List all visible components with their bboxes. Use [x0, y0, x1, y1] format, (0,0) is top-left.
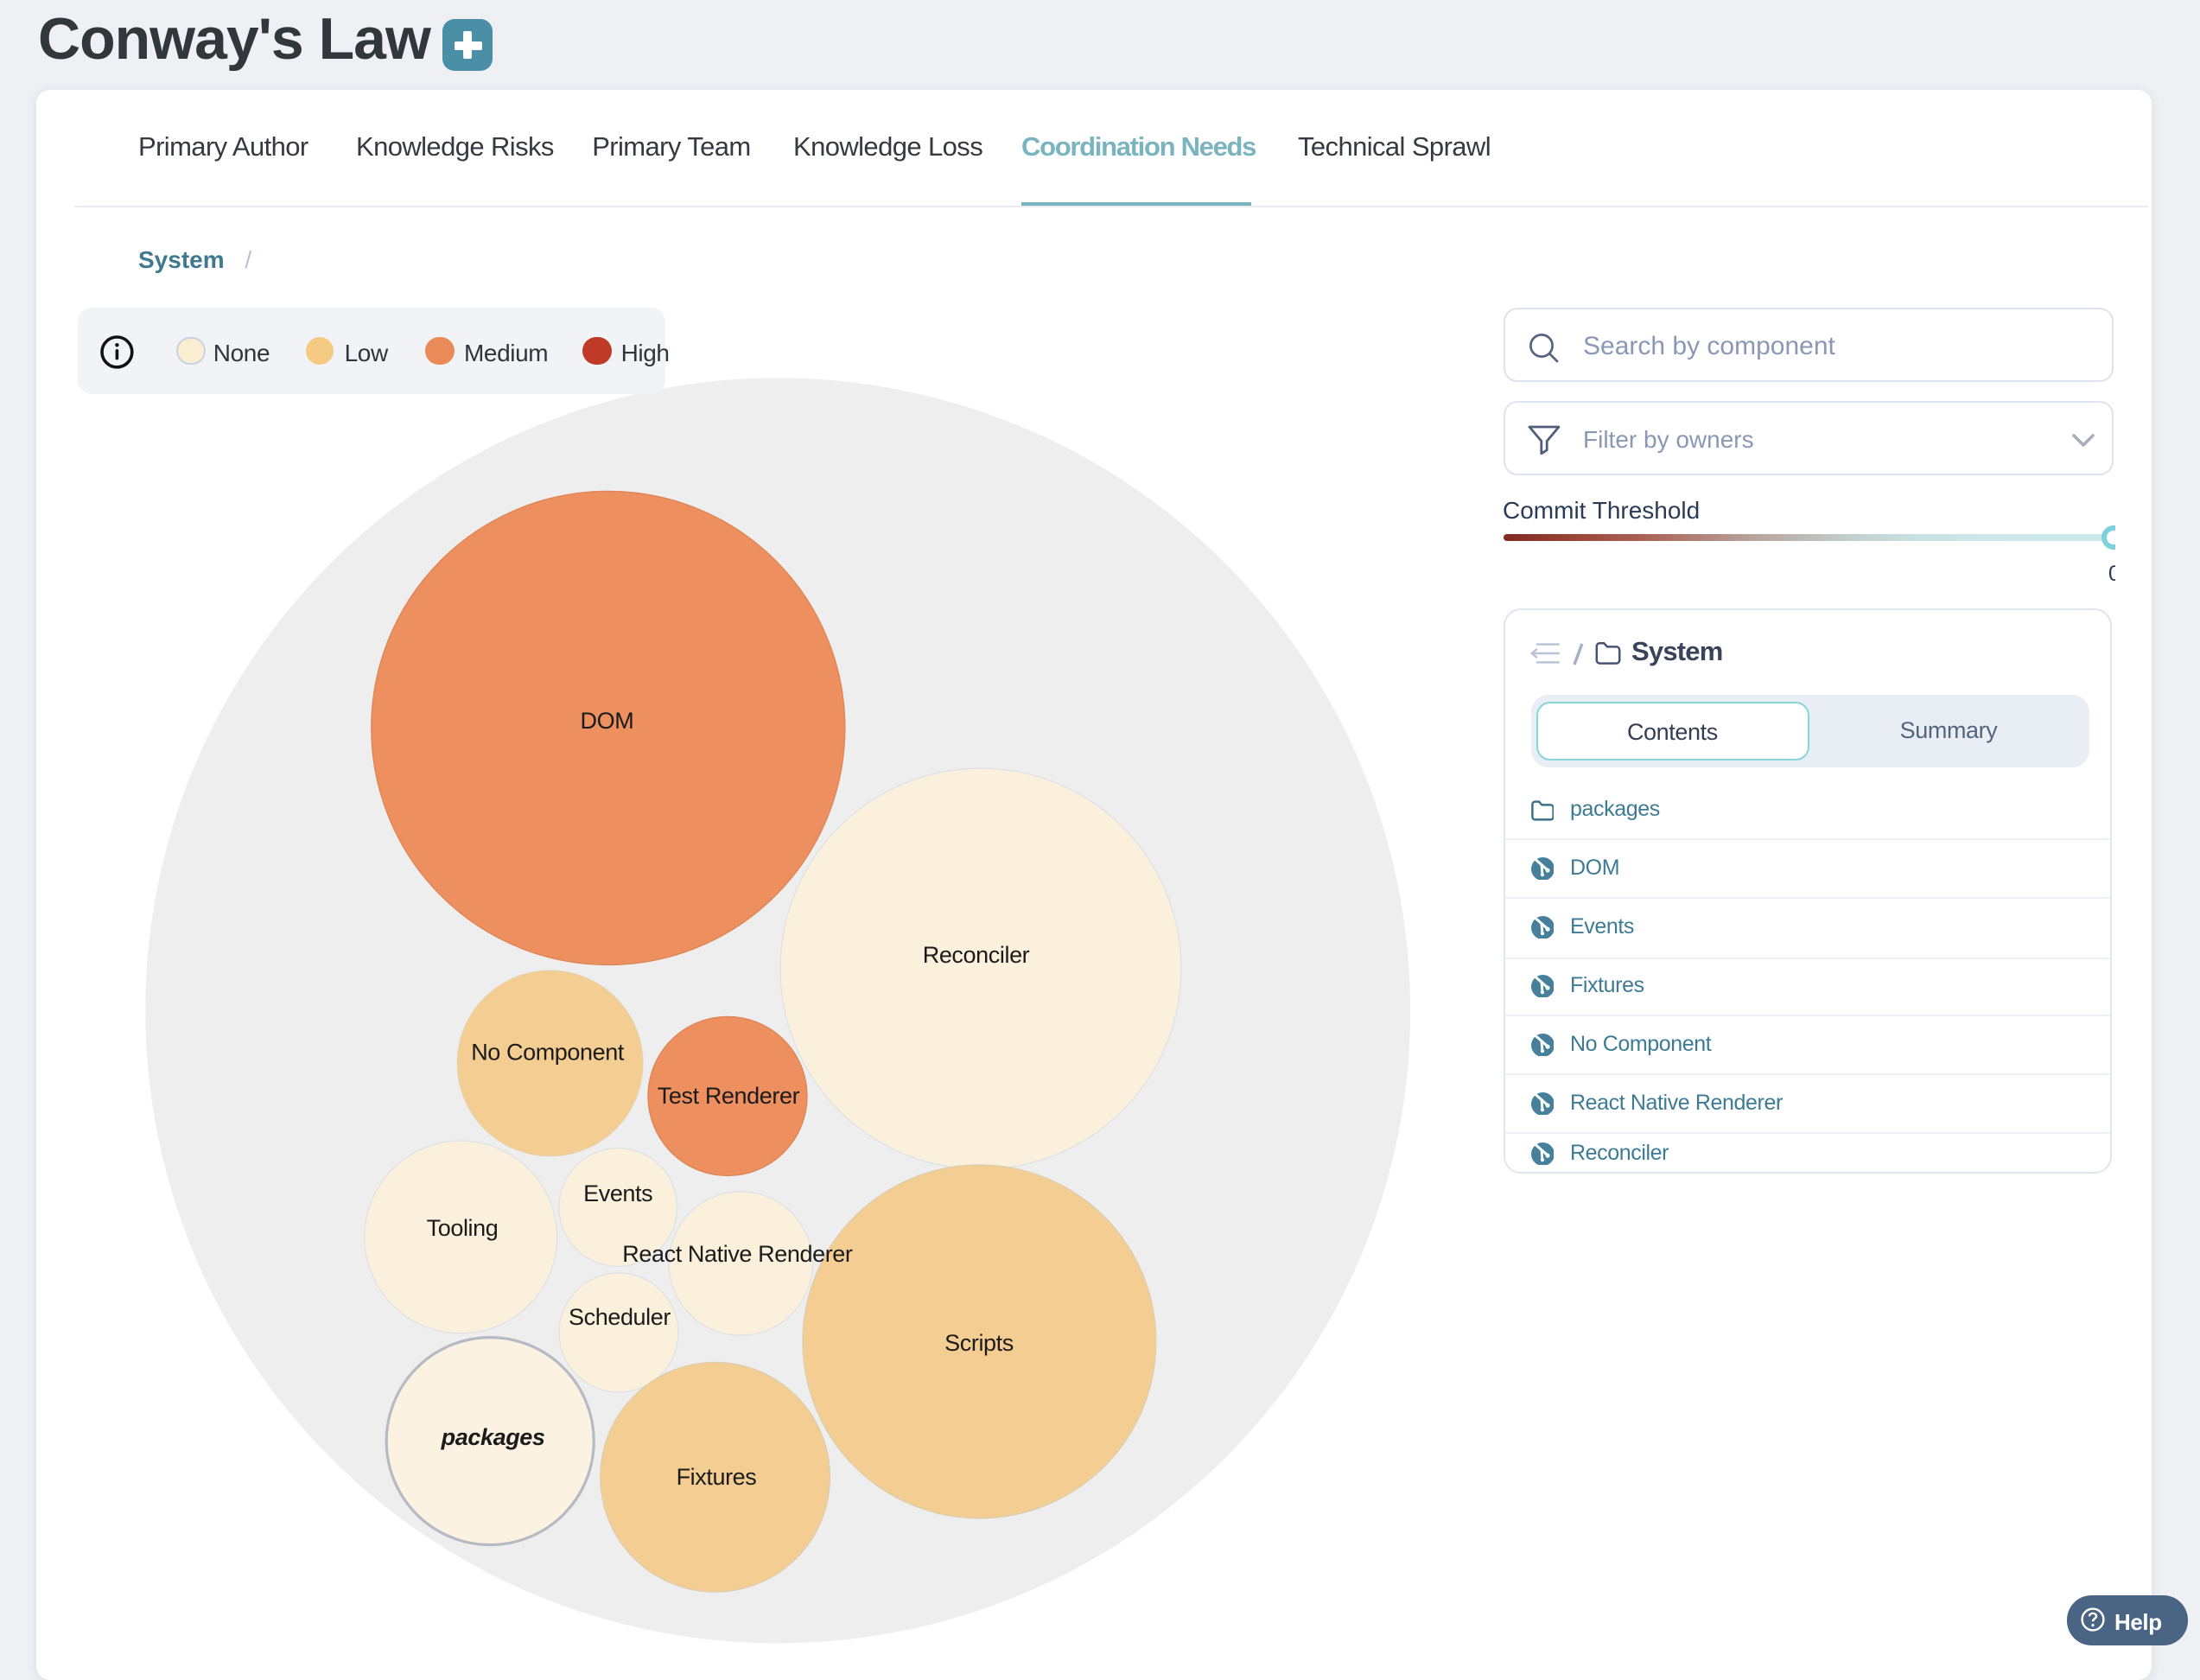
svg-text:React Native Renderer: React Native Renderer	[622, 1241, 853, 1267]
svg-text:DOM: DOM	[581, 708, 634, 734]
svg-text:Fixtures: Fixtures	[677, 1464, 757, 1490]
svg-text:Events: Events	[583, 1180, 652, 1206]
svg-text:packages: packages	[441, 1424, 545, 1450]
svg-text:Scheduler: Scheduler	[569, 1304, 671, 1330]
svg-text:Tooling: Tooling	[427, 1215, 499, 1241]
svg-text:Reconciler: Reconciler	[923, 942, 1030, 968]
svg-text:No Component: No Component	[471, 1040, 625, 1066]
svg-text:Scripts: Scripts	[944, 1330, 1014, 1356]
svg-text:Test Renderer: Test Renderer	[658, 1083, 800, 1109]
